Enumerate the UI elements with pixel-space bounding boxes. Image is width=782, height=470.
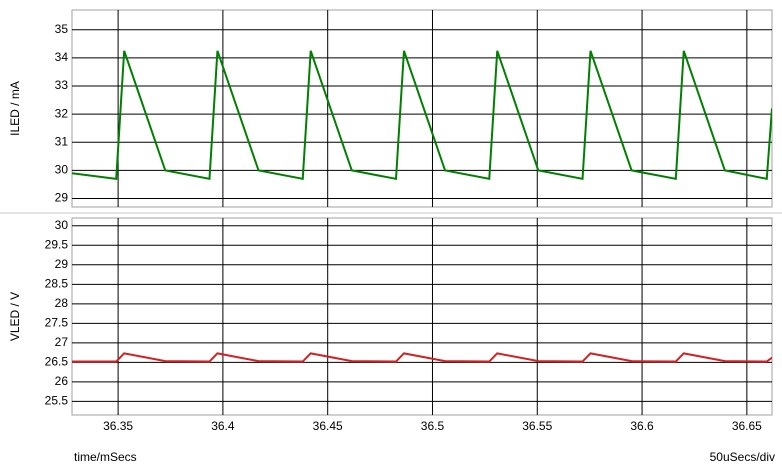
y-tick-label: 32 <box>55 106 69 120</box>
x-tick-label: 36.55 <box>522 419 552 433</box>
y-tick-label: 29 <box>55 191 69 205</box>
y-tick-label: 28 <box>55 296 69 310</box>
x-tick-label: 36.6 <box>630 419 654 433</box>
y-tick-label: 29.5 <box>45 237 69 251</box>
y-tick-label: 28.5 <box>45 276 69 290</box>
y-tick-label: 27.5 <box>45 315 69 329</box>
y-tick-label: 26 <box>55 374 69 388</box>
x-tick-label: 36.4 <box>211 419 235 433</box>
x-tick-label: 36.65 <box>732 419 762 433</box>
y-axis-label: ILED / mA <box>8 81 22 136</box>
annotation: 50uSecs/div <box>710 450 775 464</box>
data-line <box>72 352 772 363</box>
y-tick-label: 30 <box>55 163 69 177</box>
y-tick-label: 34 <box>55 50 69 64</box>
x-axis-label: time/mSecs <box>74 450 137 464</box>
x-tick-label: 36.35 <box>103 419 133 433</box>
plot-area <box>71 217 773 416</box>
x-tick-label: 36.45 <box>313 419 343 433</box>
x-tick-label: 36.5 <box>421 419 445 433</box>
data-line <box>72 50 772 181</box>
y-tick-label: 31 <box>55 134 69 148</box>
y-axis-label: VLED / V <box>8 292 22 341</box>
y-tick-label: 33 <box>55 78 69 92</box>
y-tick-label: 35 <box>55 22 69 36</box>
y-tick-label: 30 <box>55 218 69 232</box>
y-tick-label: 25.5 <box>45 394 69 408</box>
y-tick-label: 29 <box>55 257 69 271</box>
y-tick-label: 27 <box>55 335 69 349</box>
y-tick-label: 26.5 <box>45 355 69 369</box>
